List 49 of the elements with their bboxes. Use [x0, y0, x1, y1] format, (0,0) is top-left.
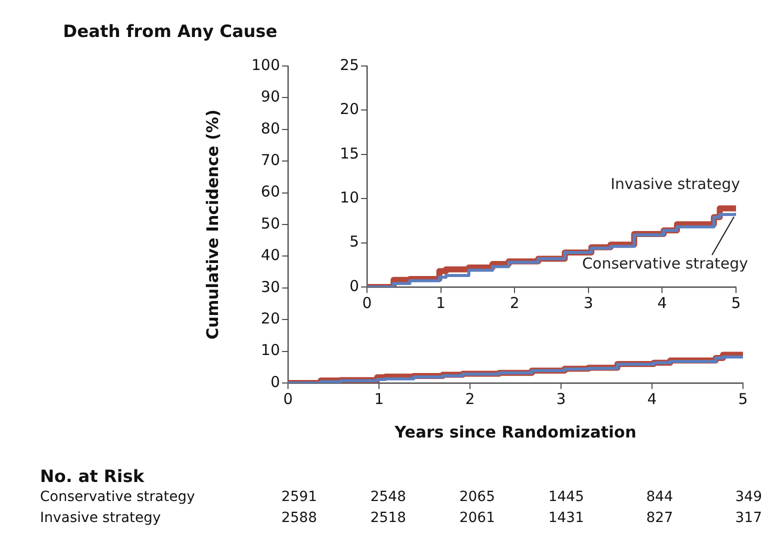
y-tick-label: 10 — [340, 188, 359, 206]
x-tick-label: 1 — [374, 390, 384, 408]
text: 1431 — [547, 510, 584, 528]
y-tick-label: 0 — [270, 372, 280, 391]
y-tick-label: 15 — [340, 144, 359, 162]
y-axis-title: Cumulative Incidence (%) — [202, 109, 222, 340]
x-tick-label: 5 — [731, 294, 741, 312]
y-tick-label: 70 — [260, 150, 280, 169]
x-tick-label: 0 — [283, 390, 293, 408]
x-tick-label: 4 — [647, 390, 657, 408]
text: 317 — [734, 510, 762, 528]
text: No. at Risk — [40, 467, 146, 487]
text: Invasive strategy — [40, 510, 162, 528]
text: 2065 — [458, 489, 495, 507]
x-tick-label: 4 — [657, 294, 667, 312]
y-tick-label: 90 — [260, 88, 280, 106]
text: 2518 — [369, 510, 406, 528]
series-label: Invasive strategy — [610, 174, 740, 193]
x-tick-label: 5 — [738, 390, 748, 408]
text: 844 — [645, 489, 673, 507]
x-tick-label: 3 — [556, 390, 566, 408]
text: 2588 — [280, 510, 317, 528]
y-tick-label: 60 — [260, 182, 280, 201]
x-tick-label: 0 — [362, 294, 372, 312]
text: 2591 — [280, 489, 317, 507]
y-tick-label: 0 — [349, 276, 359, 295]
y-tick-label: 100 — [251, 56, 280, 74]
y-tick-label: 5 — [349, 232, 359, 251]
x-tick-label: 3 — [584, 294, 594, 312]
y-tick-label: 20 — [340, 100, 359, 118]
text: 2548 — [369, 489, 406, 507]
x-tick-label: 1 — [436, 294, 446, 312]
y-tick-label: 10 — [260, 341, 280, 360]
x-axis-title: Years since Randomization — [394, 422, 636, 442]
chart-title: Death from Any Cause — [63, 22, 278, 42]
text: Conservative strategy — [40, 489, 196, 507]
text: 1445 — [547, 489, 584, 507]
text: 2061 — [458, 510, 495, 528]
text: 827 — [645, 510, 673, 528]
y-tick-label: 30 — [260, 278, 280, 296]
y-tick-label: 50 — [260, 214, 280, 232]
y-tick-label: 80 — [260, 119, 280, 138]
x-tick-label: 2 — [465, 390, 475, 408]
series-label: Conservative strategy — [582, 254, 748, 272]
y-tick-label: 40 — [260, 246, 280, 264]
text: 349 — [734, 489, 762, 507]
y-tick-label: 25 — [340, 56, 359, 74]
y-tick-label: 20 — [260, 309, 280, 328]
x-tick-label: 2 — [510, 294, 520, 312]
